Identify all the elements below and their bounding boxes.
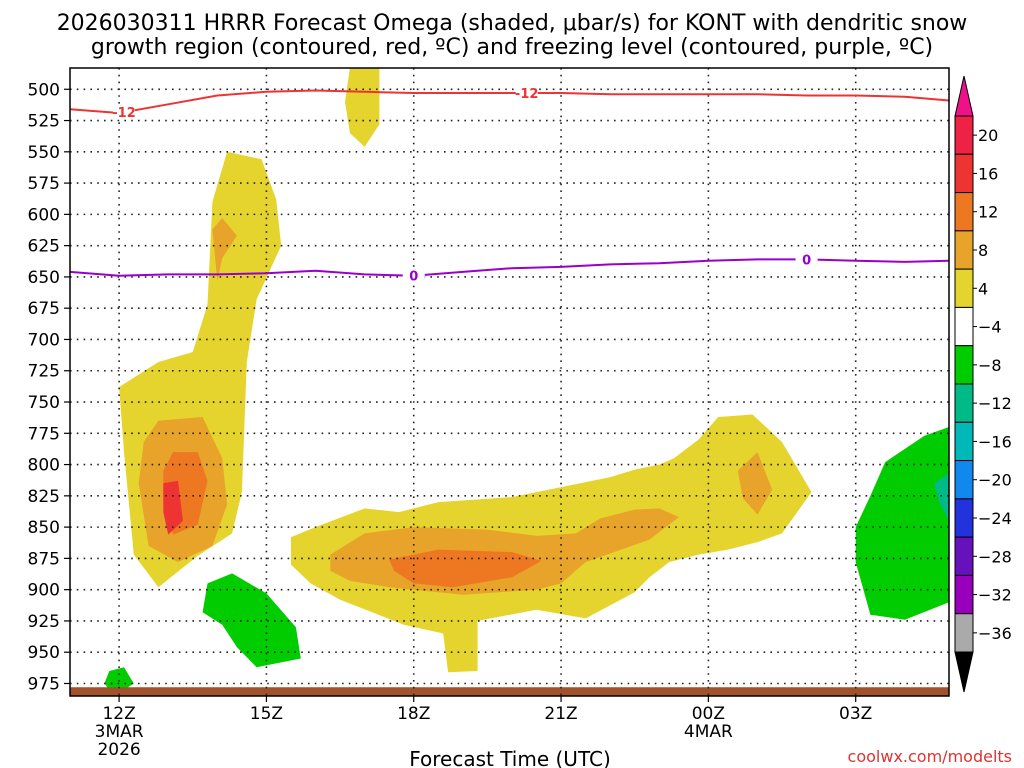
omega-region-west-orange-upper [212,218,237,281]
colorbar-swatch [954,383,974,423]
colorbar-label: −12 [978,394,1012,413]
y-tick-label: 625 [28,237,60,257]
colorbar-label: 16 [978,164,998,183]
gridlines [70,68,949,696]
colorbar-swatch [954,268,974,308]
y-tick-label: 775 [28,424,60,444]
colorbar-swatch [954,536,974,576]
colorbar-swatch [954,613,974,653]
contour-label: 0 [409,270,418,285]
x-tick-label: 00Z [692,704,725,724]
x-axis-title: Forecast Time (UTC) [409,747,611,768]
ground-bar [70,687,949,696]
omega-shaded-regions [104,68,949,696]
x-tick-label: 03Z [839,704,872,724]
colorbar-swatch [954,115,974,155]
colorbar-label: −28 [978,547,1012,566]
y-tick-label: 675 [28,299,60,319]
x-tick-label: 21Z [544,704,577,724]
chart-title-line1: 2026030311 HRRR Forecast Omega (shaded, … [57,11,968,36]
colorbar-label: −4 [978,318,1002,337]
y-tick-label: 575 [28,174,60,194]
y-tick-label: 900 [28,581,60,601]
colorbar-label: −8 [978,356,1002,375]
contour-label: 0 [802,253,811,268]
colorbar-label: −16 [978,432,1012,451]
contour-lines: -12 -12 0 0 [69,85,950,285]
colorbar-swatch [954,345,974,385]
omega-region-east-teal-blob [934,473,949,521]
colorbar-swatch [954,421,974,462]
y-tick-label: 600 [28,205,60,225]
contour-label-bg [402,267,425,283]
omega-region-east-green-blob [855,427,949,620]
contour-line-dendritic-snow-growth-level [69,89,950,115]
omega-region-west-red-core [163,480,183,535]
y-tick-label: 725 [28,362,60,382]
omega-region-east-dark-orange [389,549,542,588]
contour-label: -12 [112,106,136,121]
y-tick-label: 750 [28,393,60,413]
y-tick-label: 850 [28,518,60,538]
y-tick-label: 525 [28,112,60,132]
colorbar-swatch [954,498,974,538]
colorbar: 20 16 12 8 4 −4 −8 −12 −16 −20 −24 −28 −32 −36 [954,75,1012,693]
y-tick-label: 800 [28,456,60,476]
y-tick-label: 875 [28,549,60,569]
y-axis: 500 525 550 575 600 625 650 675 700 725 750 775 800 8… [28,80,70,694]
x-tick-label: 12Z [102,704,135,724]
omega-region-east-orange-right [737,452,773,515]
y-tick-label: 700 [28,330,60,350]
colorbar-label: 12 [978,203,998,222]
colorbar-label: 8 [978,241,988,260]
colorbar-swatch [954,460,974,500]
x-tick-year: 2026 [97,740,140,760]
contour-label-bg [795,251,818,267]
chart-title-line2: growth region (contoured, red, ºC) and f… [91,35,933,60]
contour-label: -12 [515,87,539,102]
y-tick-label: 950 [28,643,60,663]
colorbar-swatch [954,153,974,194]
x-tick-label: 15Z [250,704,283,724]
contour-label-bg [515,85,538,101]
plot-frame [69,67,950,697]
colorbar-label: −20 [978,471,1012,490]
x-tick-date: 4MAR [684,722,733,742]
credit-text: coolwx.com/modelts [848,747,1012,766]
colorbar-top-arrow [954,75,974,117]
colorbar-bottom-arrow [954,651,974,693]
y-tick-label: 975 [28,674,60,694]
colorbar-swatch [954,306,974,347]
contour-label-bg [113,104,136,120]
ground-surface [70,687,949,696]
y-tick-label: 500 [28,80,60,100]
omega-region-south-green-blob [202,573,301,668]
colorbar-swatch [954,192,974,232]
colorbar-label: −32 [978,586,1012,605]
y-tick-label: 650 [28,268,60,288]
y-tick-label: 925 [28,612,60,632]
omega-region-upper-yellow-plume [345,68,380,147]
colorbar-label: 4 [978,279,988,298]
x-tick-label: 18Z [397,704,430,724]
x-tick-date: 3MAR [95,722,144,742]
colorbar-label: −36 [978,624,1012,643]
colorbar-swatch [954,230,974,270]
y-tick-label: 550 [28,143,60,163]
colorbar-label: 20 [978,126,998,145]
y-tick-label: 825 [28,487,60,507]
colorbar-label: −24 [978,509,1012,528]
colorbar-swatch [954,574,974,615]
